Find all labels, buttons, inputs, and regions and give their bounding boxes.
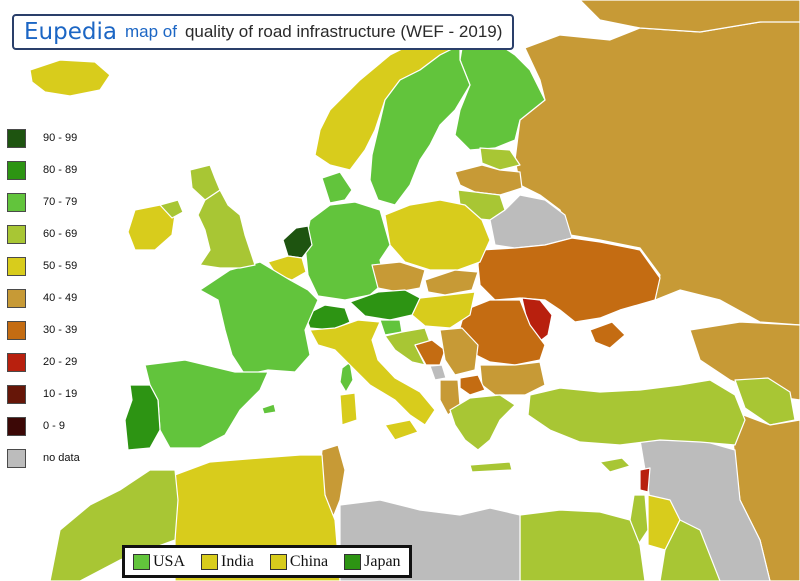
region-poland: [384, 199, 491, 271]
title-map-of: map of: [124, 22, 177, 41]
legend-label: 60 - 69: [43, 228, 78, 240]
region-balearics: [261, 403, 277, 415]
comparison-item: China: [269, 552, 329, 571]
legend-label: 30 - 39: [43, 324, 78, 336]
region-crimea: [589, 321, 626, 349]
region-hungary: [411, 291, 476, 329]
region-portugal: [124, 384, 161, 451]
legend-item: 80 - 89: [7, 160, 77, 180]
comparison-swatch: [344, 553, 362, 570]
legend-item: 10 - 19: [7, 384, 77, 404]
region-arabia: [659, 519, 721, 581]
region-italy: [309, 319, 436, 426]
legend-item: 90 - 99: [7, 128, 77, 148]
legend-label: 40 - 49: [43, 292, 78, 304]
legend-label: 0 - 9: [43, 420, 66, 432]
region-sardinia: [339, 392, 358, 426]
legend-label: 10 - 19: [43, 388, 78, 400]
region-great-britain: [197, 189, 256, 269]
region-scotland: [189, 164, 221, 201]
region-turkey: [527, 379, 746, 446]
legend-swatch: [7, 256, 26, 276]
comparison-swatch: [133, 553, 150, 570]
region-belarus: [489, 194, 573, 249]
region-georgia: [734, 377, 796, 426]
region-crete: [469, 461, 513, 473]
map-title: Eupedia map of quality of road infrastru…: [12, 14, 515, 50]
legend-swatch: [7, 288, 26, 308]
region-montenegro: [429, 364, 447, 381]
legend-swatch: [7, 416, 26, 436]
region-austria: [349, 289, 421, 321]
legend-swatch: [7, 224, 26, 244]
region-serbia: [439, 327, 479, 376]
region-north-macedonia: [459, 374, 486, 396]
region-denmark: [321, 171, 353, 204]
legend-item: 20 - 29: [7, 352, 77, 372]
region-switzerland: [304, 304, 351, 331]
region-czechia: [371, 261, 426, 293]
region-sicily: [384, 419, 419, 441]
region-lebanon: [639, 467, 651, 493]
legend-swatch: [7, 128, 26, 148]
region-egypt: [519, 509, 646, 581]
region-iceland: [29, 59, 111, 97]
region-ukraine: [477, 237, 661, 323]
comparison-label: China: [289, 552, 329, 570]
region-estonia: [479, 147, 521, 171]
region-bulgaria: [479, 361, 546, 396]
legend-swatch: [7, 384, 26, 404]
region-latvia: [454, 164, 523, 196]
watermark: © Eupedia.com: [360, 474, 456, 490]
legend-swatch: [7, 160, 26, 180]
comparison-label: India: [221, 552, 254, 570]
legend-swatch: [7, 192, 26, 212]
legend-swatch: [7, 352, 26, 372]
comparison-item: USA: [133, 553, 185, 571]
legend-label: 80 - 89: [43, 164, 78, 176]
comparison-item: Japan: [344, 552, 401, 571]
region-cyprus: [599, 457, 631, 473]
legend-label: 70 - 79: [43, 196, 78, 208]
legend-label: no data: [43, 452, 80, 464]
legend-item: 40 - 49: [7, 288, 77, 308]
legend-item: 60 - 69: [7, 224, 77, 244]
region-russia-north: [579, 0, 800, 33]
comparison-legend: USA India China Japan: [122, 545, 412, 578]
legend-item: 50 - 59: [7, 256, 77, 276]
legend-swatch: [7, 320, 26, 340]
comparison-item: India: [201, 553, 254, 571]
region-france: [199, 261, 319, 376]
title-subject: quality of road infrastructure (WEF - 20…: [184, 22, 503, 41]
legend-item: 0 - 9: [7, 416, 65, 436]
region-morocco: [49, 469, 179, 581]
region-northern-ireland: [159, 199, 184, 219]
legend-item: no data: [7, 448, 80, 468]
comparison-label: Japan: [364, 552, 401, 570]
comparison-swatch: [201, 553, 219, 570]
region-bosnia: [414, 339, 446, 366]
legend-label: 90 - 99: [43, 132, 78, 144]
legend-label: 20 - 29: [43, 356, 78, 368]
legend-item: 70 - 79: [7, 192, 77, 212]
legend-item: 30 - 39: [7, 320, 77, 340]
brand-logo: Eupedia: [24, 19, 117, 45]
legend-label: 50 - 59: [43, 260, 78, 272]
comparison-swatch: [269, 553, 287, 570]
comparison-label: USA: [153, 552, 186, 570]
region-slovakia: [424, 269, 479, 296]
region-greece: [449, 394, 516, 451]
legend-swatch: [7, 448, 26, 468]
